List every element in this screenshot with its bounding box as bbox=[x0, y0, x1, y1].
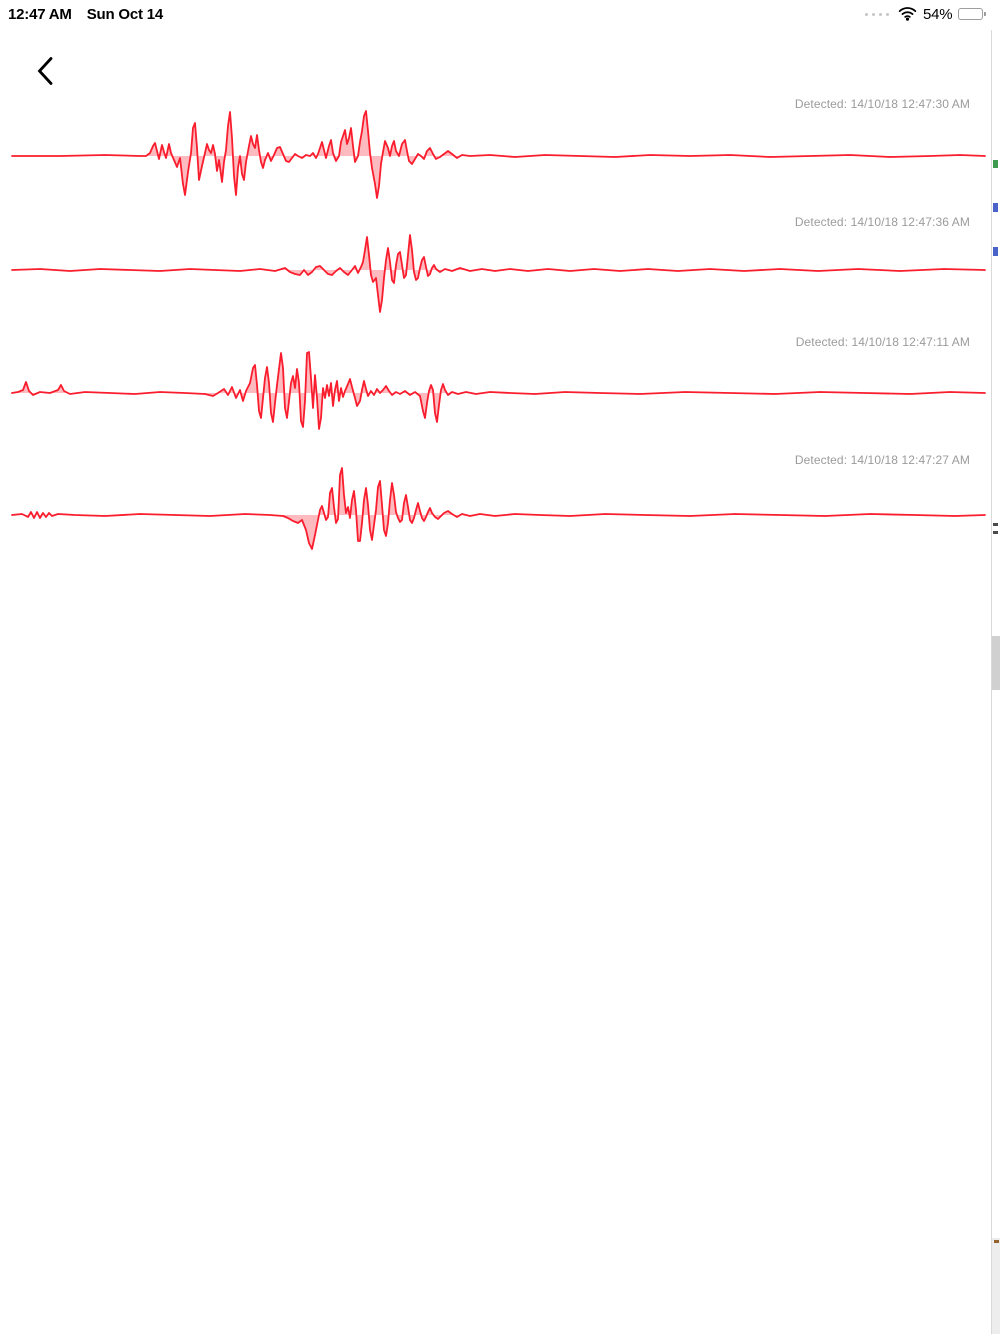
status-bar-right: 54% bbox=[864, 5, 990, 23]
status-bar: 12:47 AM Sun Oct 14 54% bbox=[0, 0, 1000, 28]
detection-timestamp-label: Detected: 14/10/18 12:47:11 AM bbox=[795, 335, 970, 349]
screen-edge-artifact bbox=[993, 531, 998, 534]
screen-edge-artifact bbox=[993, 247, 998, 256]
status-bar-left: 12:47 AM Sun Oct 14 bbox=[8, 6, 163, 23]
chevron-left-icon bbox=[37, 57, 53, 85]
battery-percent-label: 54% bbox=[922, 5, 953, 23]
detection-timestamp-label: Detected: 14/10/18 12:47:30 AM bbox=[794, 97, 970, 111]
screen-edge-artifact bbox=[994, 1240, 999, 1243]
waveform-chart bbox=[11, 351, 986, 430]
waveform-chart bbox=[11, 110, 986, 199]
screen-edge-artifact bbox=[992, 636, 1000, 690]
back-button[interactable] bbox=[32, 55, 58, 87]
detection-timestamp-label: Detected: 14/10/18 12:47:36 AM bbox=[794, 215, 970, 229]
screen-edge-line bbox=[991, 30, 992, 1334]
wifi-icon bbox=[898, 7, 917, 21]
status-time: 12:47 AM bbox=[8, 5, 72, 23]
screen-edge-artifact bbox=[993, 523, 998, 526]
waveform-chart bbox=[11, 234, 986, 313]
battery-icon bbox=[958, 8, 986, 20]
no-signal-dots-icon bbox=[864, 12, 889, 16]
status-date: Sun Oct 14 bbox=[86, 5, 164, 23]
waveform-chart bbox=[11, 467, 986, 550]
screen-edge-artifact bbox=[993, 160, 998, 168]
screen-edge-artifact bbox=[993, 203, 998, 212]
detection-timestamp-label: Detected: 14/10/18 12:47:27 AM bbox=[794, 453, 970, 467]
screen-edge-artifact bbox=[992, 1238, 1000, 1334]
